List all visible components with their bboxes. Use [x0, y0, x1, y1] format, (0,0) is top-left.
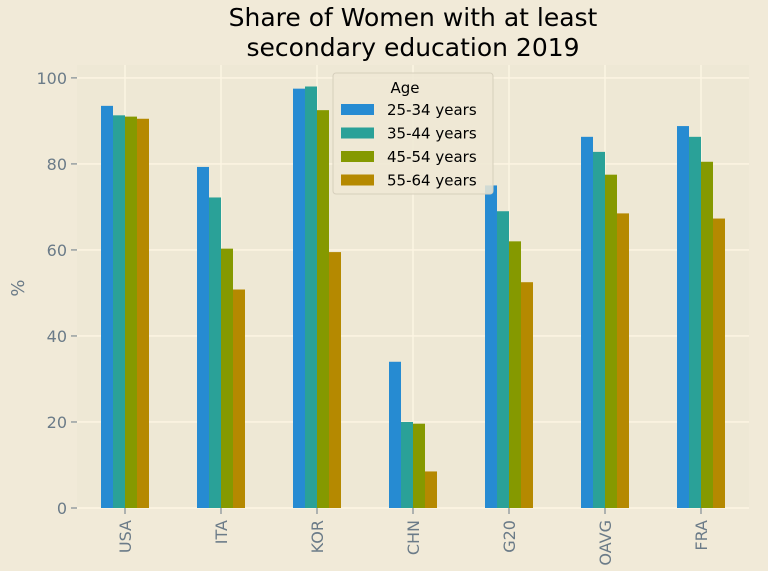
legend-swatch-4 — [341, 174, 374, 186]
legend: Age 25-34 years 35-44 years 45-54 years 55-… — [332, 72, 494, 195]
chart-title-line-2: secondary education 2019 — [246, 33, 579, 62]
bar-ita-3 — [221, 248, 233, 508]
bars — [101, 86, 725, 509]
y-axis: 0 20 40 60 80 100 — [36, 69, 77, 518]
bar-oavg-2 — [593, 151, 605, 508]
x-tick-label: KOR — [308, 520, 327, 553]
bar-oavg-3 — [605, 174, 617, 509]
legend-title: Age — [390, 79, 419, 97]
x-tick-label: USA — [116, 520, 135, 553]
bar-kor-2 — [305, 86, 317, 508]
legend-label-2: 35-44 years — [387, 125, 477, 143]
bar-g20-2 — [497, 211, 509, 508]
bar-usa-1 — [101, 105, 113, 508]
x-tick-label: OAVG — [596, 520, 615, 566]
x-tick-label: ITA — [212, 520, 231, 544]
bar-chn-1 — [389, 361, 401, 508]
legend-box — [332, 72, 494, 195]
y-tick-label: 20 — [47, 413, 67, 432]
y-tick-label: 100 — [36, 69, 67, 88]
legend-label-1: 25-34 years — [387, 101, 477, 119]
legend-swatch-2 — [341, 127, 374, 139]
bar-g20-4 — [521, 282, 533, 508]
bar-usa-3 — [125, 116, 137, 509]
bar-chn-3 — [413, 423, 425, 508]
bar-chn-4 — [425, 471, 437, 508]
bar-oavg-4 — [617, 213, 629, 509]
bar-fra-3 — [701, 161, 713, 508]
bar-fra-2 — [689, 136, 701, 508]
x-axis: USA ITA KOR CHN G20 OAVG FRA — [116, 508, 711, 566]
bar-oavg-1 — [581, 136, 593, 508]
bar-kor-3 — [317, 110, 329, 509]
y-tick-label: 60 — [47, 241, 67, 260]
bar-kor-1 — [293, 88, 305, 509]
y-axis-label: % — [8, 279, 29, 296]
bar-usa-4 — [137, 118, 149, 508]
y-tick-label: 0 — [57, 499, 67, 518]
bar-chn-2 — [401, 421, 413, 508]
x-tick-label: G20 — [500, 520, 519, 553]
bar-kor-4 — [329, 252, 341, 508]
legend-label-4: 55-64 years — [387, 172, 477, 190]
y-tick-label: 80 — [47, 155, 67, 174]
bar-usa-2 — [113, 115, 125, 509]
bar-ita-1 — [197, 166, 209, 508]
bar-fra-4 — [713, 218, 725, 508]
legend-label-3: 45-54 years — [387, 148, 477, 166]
y-tick-label: 40 — [47, 327, 67, 346]
x-tick-label: FRA — [692, 520, 711, 551]
x-tick-label: CHN — [404, 520, 423, 555]
bar-g20-1 — [485, 185, 497, 508]
bar-ita-2 — [209, 197, 221, 508]
legend-swatch-3 — [341, 151, 374, 162]
legend-swatch-1 — [341, 104, 374, 115]
bar-ita-4 — [233, 289, 245, 508]
bar-fra-1 — [677, 126, 689, 508]
chart-title-line-1: Share of Women with at least — [229, 3, 598, 32]
bar-g20-3 — [509, 241, 521, 508]
